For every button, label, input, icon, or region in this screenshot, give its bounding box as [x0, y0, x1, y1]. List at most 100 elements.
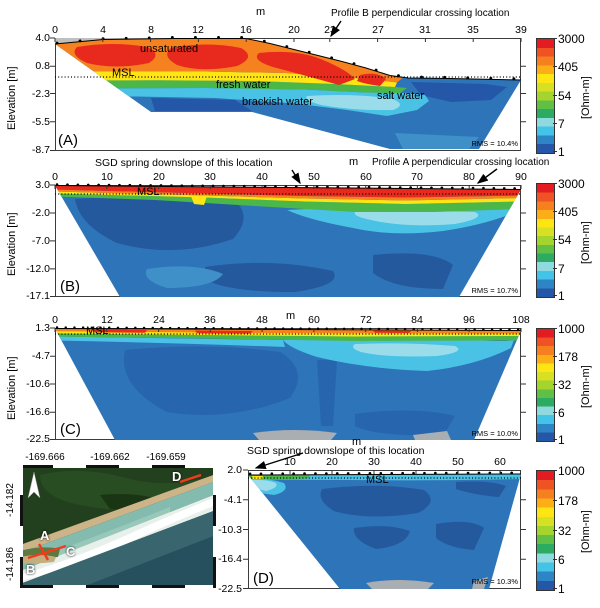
panel-label-d: (D): [253, 570, 274, 587]
electrode-dots: [55, 183, 521, 190]
x-tick: 39: [515, 24, 527, 36]
satellite-map-inset: A B C D: [20, 465, 216, 588]
map-lat-tick: -14.186: [5, 547, 16, 581]
x-tick: 16: [240, 24, 252, 36]
panel-a-frame: [55, 38, 521, 151]
cb-tick: 1: [558, 582, 565, 596]
y-tick: -4.7: [31, 350, 50, 362]
cb-tick: 1: [558, 433, 565, 447]
surface-line: [54, 328, 522, 331]
x-tick: 96: [463, 314, 475, 326]
msl-label-b: MSL: [137, 186, 160, 198]
y-axis-label-a: Elevation [m]: [6, 66, 18, 130]
y-tick: -10.3: [218, 524, 242, 536]
x-tick: 23: [324, 24, 336, 36]
cb-tick: 405: [558, 205, 579, 219]
surface-line: [54, 38, 522, 81]
x-tick: 24: [153, 314, 165, 326]
y-tick: -2.0: [31, 207, 50, 219]
x-tick: 60: [360, 171, 372, 183]
surface-line: [54, 185, 522, 190]
profile-lines: [27, 473, 202, 561]
y-tick: -10.6: [26, 378, 50, 390]
x-axis-unit-b: m: [349, 156, 359, 168]
x-tick: 12: [192, 24, 204, 36]
zone-unsaturated: unsaturated: [140, 43, 199, 55]
axis-ticks: [50, 184, 526, 297]
cb-tick: 1: [558, 289, 565, 303]
x-tick: 20: [288, 24, 300, 36]
cb-tick: 1000: [558, 464, 585, 478]
rms-b: RMS = 10.7%: [471, 286, 518, 295]
y-tick: -12.0: [26, 263, 50, 275]
cb-tick: 32: [558, 524, 572, 538]
north-arrow-icon: [27, 471, 41, 499]
cb-tick: 54: [558, 89, 572, 103]
x-axis-unit-d: m: [352, 436, 362, 448]
panel-label-c: (C): [60, 421, 81, 438]
cb-tick: 6: [558, 406, 565, 420]
x-tick: 48: [256, 314, 268, 326]
x-tick: 12: [101, 314, 113, 326]
x-tick: 84: [411, 314, 423, 326]
map-marker-a: A: [40, 528, 50, 543]
map-frame-bottom: [20, 585, 216, 588]
section-b: [50, 183, 526, 297]
cb-unit-b: [Ohm-m]: [580, 221, 592, 264]
cb-tick: 178: [558, 494, 579, 508]
cb-tick: 6: [558, 553, 565, 567]
y-tick: 4.0: [35, 32, 50, 44]
y-axis-label-b: Elevation [m]: [6, 212, 18, 276]
x-tick: 36: [204, 314, 216, 326]
axis-ticks: [50, 37, 526, 151]
x-tick: 60: [308, 314, 320, 326]
cb-tick: 1000: [558, 322, 585, 336]
rms-a: RMS = 10.4%: [471, 139, 518, 148]
x-tick: 108: [512, 314, 530, 326]
panel-label-a: (A): [58, 132, 78, 149]
cb-tick: 7: [558, 262, 565, 276]
electrode-dots: [248, 471, 521, 476]
x-axis-unit-a: m: [256, 6, 266, 18]
x-tick: 72: [360, 314, 372, 326]
x-tick: 20: [153, 171, 165, 183]
colorbar-c: [536, 328, 555, 442]
y-tick: -22.5: [218, 583, 242, 595]
rms-d: RMS = 10.3%: [471, 577, 518, 586]
map-lon-tick: -169.659: [146, 452, 186, 463]
y-tick: -4.1: [223, 494, 242, 506]
y-tick: 2.0: [227, 464, 242, 476]
map-marker-d: D: [172, 469, 182, 484]
cb-tick: 178: [558, 350, 579, 364]
y-tick: -16.4: [218, 553, 242, 565]
y-tick: -2.3: [31, 88, 50, 100]
x-tick: 50: [452, 456, 464, 468]
x-tick: 50: [308, 171, 320, 183]
x-tick: 10: [284, 456, 296, 468]
panel-label-b: (B): [60, 278, 80, 295]
crossing-note-a: Profile B perpendicular crossing locatio…: [331, 8, 510, 19]
colorbar-a: [536, 38, 555, 154]
axis-ticks: [50, 327, 526, 440]
arrow-sgd-b: [291, 169, 301, 185]
y-tick: -16.6: [26, 406, 50, 418]
section-d: [243, 469, 526, 589]
x-tick: 80: [463, 171, 475, 183]
y-tick: -7.0: [31, 235, 50, 247]
y-tick: -22.5: [26, 433, 50, 445]
x-tick: 0: [52, 24, 58, 36]
x-tick: 31: [419, 24, 431, 36]
x-tick: 0: [52, 171, 58, 183]
y-tick: -5.5: [31, 116, 50, 128]
zone-brackish-water: brackish water: [242, 96, 313, 108]
map-lon-tick: -169.666: [25, 452, 65, 463]
rms-c: RMS = 10.0%: [471, 429, 518, 438]
map-marker-b: B: [26, 562, 36, 577]
cb-unit-a: [Ohm-m]: [580, 76, 592, 119]
zone-fresh-water: fresh water: [216, 79, 271, 91]
cb-unit-d: [Ohm-m]: [580, 510, 592, 553]
x-tick: 60: [494, 456, 506, 468]
x-tick: 0: [52, 314, 58, 326]
msl-label-a: MSL: [112, 67, 135, 79]
